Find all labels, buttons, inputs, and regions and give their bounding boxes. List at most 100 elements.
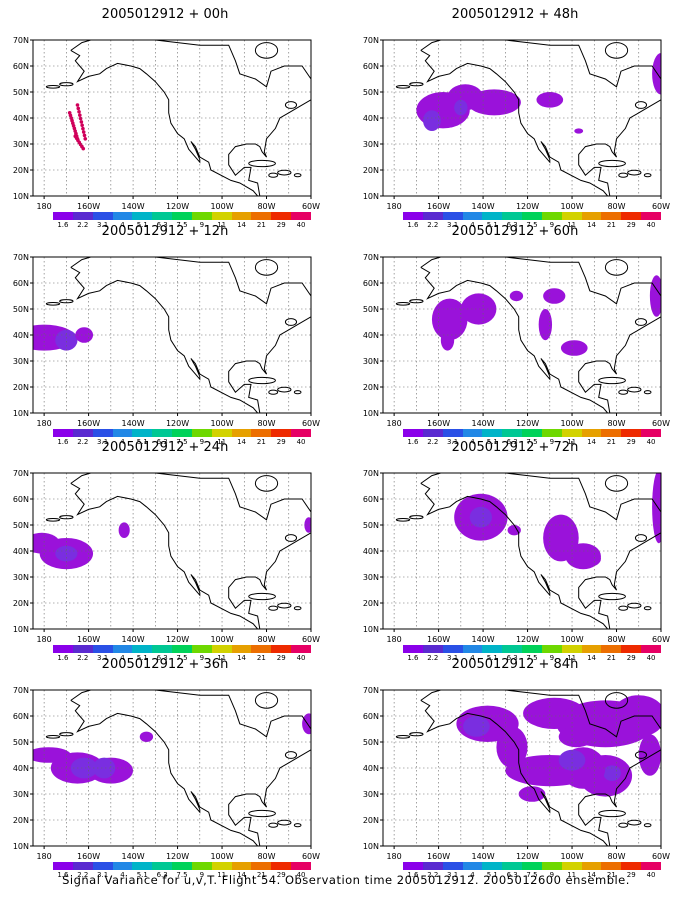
variance-area (118, 522, 130, 538)
variance-area (652, 473, 661, 544)
colorbar-swatch (522, 862, 543, 870)
colorbar-label: 14 (587, 654, 596, 662)
variance-area (496, 726, 528, 768)
lon-tick-label: 120W (516, 635, 539, 643)
colorbar-label: 11 (567, 438, 577, 446)
lat-tick-label: 50N (13, 521, 29, 530)
colorbar-swatch (403, 645, 424, 653)
colorbar-label: 11 (567, 654, 577, 662)
lon-tick-label: 100W (210, 419, 233, 427)
lon-tick-label: 80W (607, 635, 625, 643)
colorbar-swatch (502, 212, 523, 220)
colorbar-swatch (152, 645, 173, 653)
colorbar-label: 14 (587, 438, 596, 446)
colorbar-label: 29 (276, 221, 286, 229)
lon-tick-label: 80W (607, 419, 625, 427)
colorbar-swatch (112, 212, 133, 220)
colorbar-swatch (112, 862, 133, 870)
colorbar-label: 11 (217, 221, 227, 229)
variance-field (67, 103, 88, 151)
lon-tick-label: 80W (257, 419, 275, 427)
colorbar-swatch (211, 862, 233, 870)
colorbar-label: 2.2 (77, 871, 89, 879)
grid-lines (33, 40, 311, 196)
lat-tick-label: 60N (13, 712, 29, 721)
colorbar-label: 2.2 (77, 654, 89, 662)
colorbar-label: 7.5 (526, 654, 538, 662)
colorbar-label: 11 (217, 438, 227, 446)
lat-tick-label: 70N (363, 469, 379, 478)
colorbar-swatch (442, 645, 464, 653)
map-panel: 2005012912 + 24h 70N 60N 50N 40N 30N 20N 10N 180… (0, 441, 330, 663)
lat-tick-label: 30N (363, 573, 379, 582)
colorbar-label: 40 (646, 221, 656, 229)
variance-area (440, 329, 455, 351)
colorbar-swatch (291, 645, 312, 653)
colorbar-swatch (92, 645, 114, 653)
colorbar-swatch (561, 862, 583, 870)
lon-tick-label: 160W (427, 635, 450, 643)
observation-point (82, 133, 87, 138)
map-panel: 2005012912 + 00h 70N 60N 50N 40N 30N 20N 10N 180… (0, 7, 330, 230)
lat-tick-label: 40N (13, 764, 29, 773)
colorbar-label: 21 (606, 438, 616, 446)
variance-area (574, 128, 584, 134)
colorbar-label: 11 (217, 871, 227, 879)
lat-tick-label: 20N (13, 816, 29, 825)
colorbar-swatch (482, 212, 503, 220)
colorbar-swatch (191, 429, 213, 437)
colorbar-swatch (442, 429, 464, 437)
lat-tick-label: 10N (363, 842, 379, 851)
colorbar-label: 3.1 (97, 221, 109, 229)
colorbar-swatch (231, 212, 252, 220)
lat-tick-label: 10N (13, 625, 29, 634)
colorbar-label: 29 (276, 438, 286, 446)
panel-title: 2005012912 + 84h (451, 657, 579, 672)
variance-field (454, 473, 661, 570)
colorbar-label: 40 (646, 654, 656, 662)
colorbar-label: 40 (296, 654, 306, 662)
variance-area (543, 288, 566, 304)
map-panel: 2005012912 + 72h 70N 60N 50N 40N 30N 20N 10N 180… (350, 441, 680, 663)
colorbar-label: 2.2 (427, 654, 439, 662)
lat-tick-label: 70N (13, 469, 29, 478)
colorbar-label: 1.6 (407, 221, 419, 229)
colorbar-swatch (641, 645, 662, 653)
panel-title: 2005012912 + 00h (101, 7, 229, 22)
lon-tick-label: 100W (210, 202, 233, 210)
colorbar-label: 4 (470, 871, 475, 879)
colorbar-label: 21 (606, 221, 616, 229)
colorbar-label: 21 (256, 438, 266, 446)
colorbar-swatch (482, 429, 503, 437)
colorbar-label: 6.3 (156, 438, 168, 446)
lat-tick-label: 50N (363, 738, 379, 747)
colorbar-swatch (132, 862, 153, 870)
map-plot: 70N 60N 50N 40N 30N 20N 10N 180 160W 140W 120W 100W… (363, 686, 670, 860)
colorbar-swatch (502, 645, 523, 653)
lat-tick-label: 40N (363, 764, 379, 773)
colorbar-label: 3.1 (447, 438, 459, 446)
colorbar-label: 5.1 (136, 654, 148, 662)
lat-tick-label: 20N (363, 816, 379, 825)
colorbar-swatch (132, 212, 153, 220)
colorbar-label: 7.5 (176, 438, 188, 446)
lat-tick-label: 40N (363, 114, 379, 123)
map-panel: 2005012912 + 36h 70N 60N 50N 40N 30N 20N 10N 180… (0, 658, 330, 880)
colorbar-label: 2.2 (427, 438, 439, 446)
colorbar-label: 6.3 (506, 654, 518, 662)
colorbar-swatch (621, 645, 642, 653)
lat-tick-label: 60N (363, 62, 379, 71)
colorbar-label: 11 (567, 221, 577, 229)
colorbar-label: 3.1 (447, 871, 459, 879)
colorbar-swatch (291, 429, 312, 437)
colorbar-label: 9 (549, 438, 555, 446)
colorbar-label: 1.6 (407, 438, 419, 446)
variance-area (431, 298, 468, 341)
colorbar-swatch (53, 212, 74, 220)
colorbar-swatch (172, 645, 193, 653)
lat-tick-label: 70N (13, 36, 29, 45)
colorbar-swatch (601, 862, 622, 870)
colorbar-label: 7.5 (526, 221, 538, 229)
observation-point (78, 116, 83, 121)
colorbar-swatch (641, 212, 662, 220)
